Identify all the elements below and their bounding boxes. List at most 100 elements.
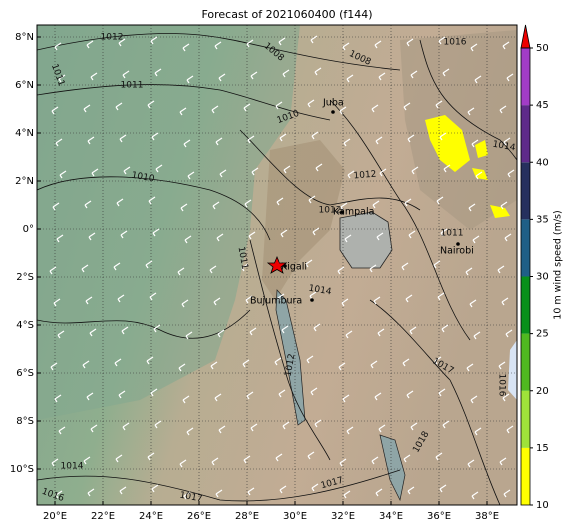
lon-tick-label: 20°E	[43, 511, 67, 522]
wind-barb	[84, 200, 92, 209]
wind-barb	[219, 169, 227, 178]
isobar-label: 1016	[497, 374, 507, 397]
lat-tick-label: 0°	[23, 224, 34, 235]
colorbar-tick-label: 25	[536, 329, 549, 340]
wind-barb	[307, 451, 315, 460]
wind-barb	[497, 265, 505, 274]
wind-barb	[506, 73, 514, 82]
wind-barb	[209, 265, 217, 274]
wind-barb	[307, 99, 315, 108]
wind-barb	[115, 454, 123, 463]
wind-barb	[81, 264, 89, 273]
wind-barb	[337, 266, 345, 275]
wind-barb	[183, 139, 191, 148]
wind-barb	[442, 68, 450, 77]
wind-barb	[88, 232, 96, 241]
wind-barb	[499, 105, 507, 114]
wind-barb	[275, 453, 283, 462]
wind-barb	[410, 70, 418, 79]
colorbar-tick-label: 10	[536, 500, 549, 511]
wind-barb	[407, 134, 415, 143]
wind-barb	[246, 39, 254, 48]
wind-barb	[437, 292, 445, 301]
wind-barb	[281, 325, 289, 334]
wind-barb	[119, 486, 127, 495]
isobar-label: 1012	[353, 170, 377, 182]
wind-barb	[474, 427, 482, 436]
colorbar-tick-label: 35	[536, 214, 549, 225]
wind-barb	[314, 419, 322, 428]
wind-barb	[146, 356, 154, 365]
wind-barb	[470, 395, 478, 404]
wind-barb	[498, 361, 506, 370]
wind-barb	[145, 260, 153, 269]
wind-barb	[115, 102, 123, 111]
wind-barb	[249, 327, 257, 336]
wind-barb	[338, 362, 346, 371]
place-dot	[283, 264, 287, 268]
wind-barb	[58, 74, 66, 83]
wind-barb	[308, 195, 316, 204]
lon-tick-label: 34°E	[379, 511, 403, 522]
place-dot	[340, 210, 344, 214]
lon-tick-label: 32°E	[331, 511, 355, 522]
wind-barb	[245, 295, 253, 304]
wind-barb	[212, 201, 220, 210]
wind-barb	[186, 75, 194, 84]
isobar-label: 1014	[492, 140, 517, 154]
colorbar-segment	[521, 162, 530, 220]
wind-barb	[277, 293, 285, 302]
wind-barb	[85, 296, 93, 305]
lon-tick-label: 22°E	[91, 511, 115, 522]
wind-barb	[282, 421, 290, 430]
wind-barb	[52, 202, 60, 211]
wind-barb	[58, 426, 66, 435]
wind-barb	[244, 199, 252, 208]
wind-barb	[407, 486, 415, 495]
wind-barb	[121, 326, 129, 335]
wind-barb	[280, 229, 288, 238]
wind-barb	[187, 171, 195, 180]
wind-barb	[375, 488, 383, 497]
wind-barb	[475, 171, 483, 180]
colorbar-tick-label: 50	[536, 43, 549, 54]
lat-tick-label: 2°S	[16, 272, 34, 283]
wind-barb	[276, 197, 284, 206]
wind-barb	[83, 104, 91, 113]
wind-barb	[181, 299, 189, 308]
wind-barb	[472, 235, 480, 244]
wind-barb	[243, 103, 251, 112]
wind-barb	[314, 67, 322, 76]
isobar-label: 1010	[131, 171, 156, 185]
wind-barb	[471, 491, 479, 500]
wind-barb	[148, 196, 156, 205]
wind-barb	[250, 423, 258, 432]
wind-barb	[243, 455, 251, 464]
wind-barb	[57, 330, 65, 339]
isobar-label: 1012	[284, 353, 298, 377]
wind-barb	[376, 232, 384, 241]
isobar-label: 1014	[61, 462, 84, 472]
isobar-label: 1017	[179, 491, 203, 505]
wind-barb	[55, 138, 63, 147]
colorbar-tick-label: 20	[536, 386, 549, 397]
wind-barb	[433, 260, 441, 269]
wind-barb	[371, 104, 379, 113]
wind-barb	[247, 487, 255, 496]
lon-tick-label: 24°E	[139, 511, 163, 522]
place-label: Nairobi	[440, 246, 474, 257]
wind-barb	[150, 36, 158, 45]
wind-barb	[346, 426, 354, 435]
wind-barb	[279, 133, 287, 142]
wind-barb	[401, 262, 409, 271]
wind-barb	[436, 196, 444, 205]
wind-barb	[377, 328, 385, 337]
colorbar-tick-label: 45	[536, 100, 549, 111]
wind-barb	[248, 231, 256, 240]
wind-barb	[443, 164, 451, 173]
wind-barb	[343, 490, 351, 499]
wind-barb	[346, 74, 354, 83]
wind-barb	[347, 170, 355, 179]
wind-barb	[214, 41, 222, 50]
